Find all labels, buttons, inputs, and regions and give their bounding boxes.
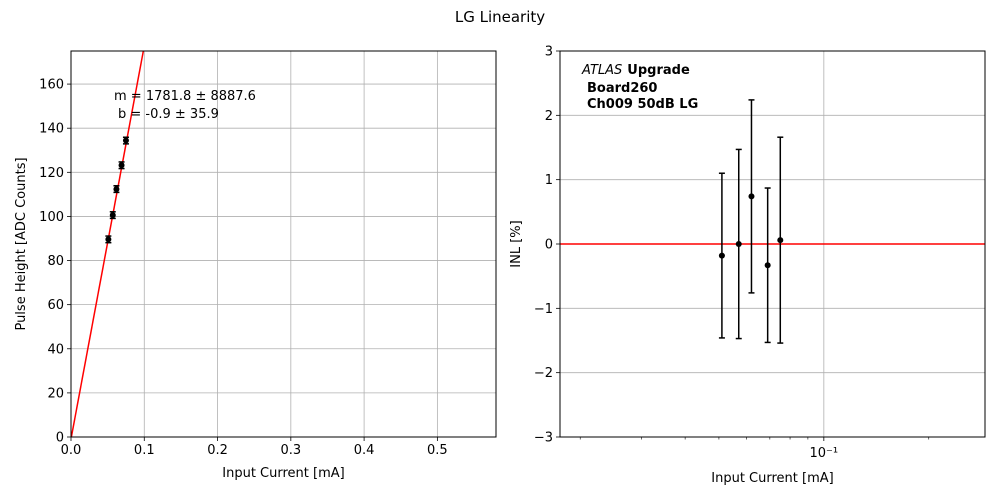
inl-y-tick-label: 2 [545,109,553,124]
inl-data-point [777,237,784,244]
inl-data-point [764,262,771,269]
linearity-data-point [122,137,129,144]
linearity-frame [70,50,497,438]
linearity-y-tick-label: 80 [47,254,64,269]
linearity-x-tick-label: 0.0 [61,443,82,458]
inl-y-tick-label: −3 [534,431,553,446]
inl-x-tick-label: 10⁻¹ [810,446,839,461]
linearity-x-tick-label: 0.4 [354,443,375,458]
linearity-plot: 0.0 0.1 0.2 0.3 0.4 0.5020406080100120140160 … [14,50,497,481]
linearity-fit-intercept: b = -0.9 ± 35.9 [118,107,219,122]
inl-label-channel: Ch009 50dB LG [587,97,698,112]
inl-label-experiment: ATLAS Upgrade [581,63,690,78]
inl-xlabel: Input Current [mA] [711,471,833,486]
linearity-data-point [105,236,112,243]
linearity-x-tick-label: 0.2 [207,443,228,458]
inl-data-point [748,193,755,200]
linearity-x-tick-label: 0.5 [427,443,448,458]
inl-y-tick-label: 3 [545,45,553,60]
inl-label-board: Board260 [587,81,657,96]
linearity-fit-line [70,50,145,438]
linearity-grid [70,51,496,438]
inl-content [560,99,985,344]
inl-y-tick-label: 0 [545,238,553,253]
linearity-fit-slope: m = 1781.8 ± 8887.6 [114,89,256,104]
inl-data-point [735,241,742,247]
inl-y-tick-label: −2 [534,366,553,381]
linearity-y-tick-label: 140 [39,122,64,137]
inl-label-upgrade: Upgrade [627,63,690,78]
figure-title: LG Linearity [455,8,545,26]
inl-plot: 10⁻¹ −3 −2 −1 0 1 2 3 ATLAS Upgrade Board260 Ch0… [509,45,986,486]
linearity-y-tick-label: 160 [39,78,64,93]
inl-y-tick-label: −1 [534,302,553,317]
linearity-y-tick-label: 20 [47,386,64,401]
inl-y-tick-label: 1 [545,173,553,188]
linearity-y-tick-label: 0 [56,431,64,446]
linearity-y-tick-label: 100 [39,210,64,225]
linearity-content [70,50,145,438]
linearity-y-tick-label: 60 [47,298,64,313]
linearity-data-point [113,186,120,193]
inl-ticks: 10⁻¹ −3 −2 −1 0 1 2 3 [534,45,930,461]
linearity-y-tick-label: 40 [47,342,64,357]
inl-label-atlas: ATLAS [581,63,622,78]
linearity-x-tick-label: 0.1 [134,443,155,458]
linearity-ylabel: Pulse Height [ADC Counts] [14,157,29,330]
linearity-xlabel: Input Current [mA] [222,466,344,481]
linearity-y-tick-label: 120 [39,166,64,181]
inl-ylabel: INL [%] [509,220,524,267]
linearity-x-tick-label: 0.3 [280,443,301,458]
inl-data-point [718,252,725,259]
linearity-data-point [109,212,116,219]
linearity-ticks: 0.0 0.1 0.2 0.3 0.4 0.5 0 20 40 60 80 100 120 140 160 [39,78,448,458]
linearity-data-point [118,162,125,169]
